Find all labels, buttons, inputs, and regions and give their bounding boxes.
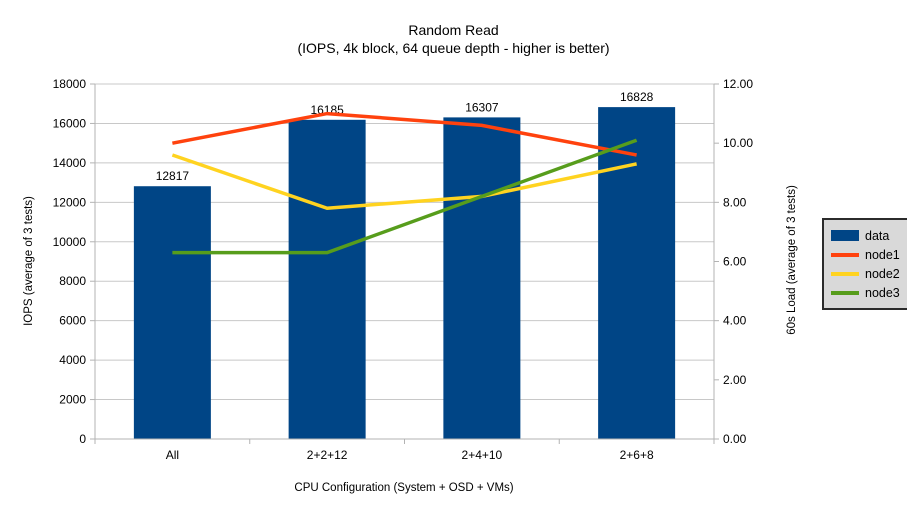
left-axis-tick-label: 12000 [53, 195, 87, 209]
legend-label: node2 [865, 266, 900, 281]
legend-swatch-node3 [831, 290, 859, 295]
right-axis-tick-label: 10.00 [723, 136, 753, 150]
chart-title-line2: (IOPS, 4k block, 64 queue depth - higher… [297, 40, 610, 56]
left-axis-tick-label: 16000 [53, 116, 87, 130]
right-axis-tick-label: 4.00 [723, 314, 747, 328]
left-axis-tick-label: 6000 [59, 314, 86, 328]
legend-entry-node2: node2 [831, 264, 900, 283]
left-axis-tick-label: 0 [79, 432, 86, 446]
right-axis-tick-label: 6.00 [723, 255, 747, 269]
chart-title-line1: Random Read [408, 22, 499, 38]
left-axis-tick-label: 4000 [59, 353, 86, 367]
legend: data node1 node2 node3 [822, 218, 907, 310]
legend-swatch-data [831, 230, 859, 241]
legend-label: node3 [865, 285, 900, 300]
bar-2+6+8 [598, 107, 676, 439]
legend-label: data [865, 228, 890, 243]
bar-2+2+12 [288, 119, 366, 439]
right-axis-tick-label: 12.00 [723, 77, 753, 91]
bar-value-label: 12817 [156, 169, 190, 183]
left-axis-tick-label: 8000 [59, 274, 86, 288]
right-axis-tick-label: 8.00 [723, 195, 747, 209]
left-axis-tick-label: 14000 [53, 156, 87, 170]
legend-entry-data: data [831, 226, 900, 245]
x-axis-title: CPU Configuration (System + OSD + VMs) [294, 482, 514, 494]
bar-All [133, 186, 211, 439]
x-axis-category-label: 2+4+10 [462, 448, 503, 462]
bar-value-label: 16307 [465, 100, 499, 114]
x-axis-category-label: 2+2+12 [307, 448, 348, 462]
right-axis-title: 60s Load (average of 3 tests) [786, 185, 798, 335]
chart-title: Random Read (IOPS, 4k block, 64 queue de… [0, 21, 907, 57]
legend-label: node1 [865, 247, 900, 262]
left-axis-tick-label: 2000 [59, 393, 86, 407]
line-node1 [172, 111, 637, 157]
right-axis-tick-label: 0.00 [723, 432, 747, 446]
legend-swatch-node1 [831, 252, 859, 257]
right-axis-tick-label: 2.00 [723, 373, 747, 387]
legend-entry-node3: node3 [831, 283, 900, 302]
x-axis-category-label: 2+6+8 [620, 448, 654, 462]
legend-swatch-node2 [831, 271, 859, 276]
legend-entry-node1: node1 [831, 245, 900, 264]
line-node2 [171, 153, 637, 211]
line-node3 [172, 138, 638, 255]
left-axis-tick-label: 10000 [53, 235, 87, 249]
bar-2+4+10 [443, 117, 521, 440]
left-axis-tick-label: 18000 [53, 77, 87, 91]
x-axis-category-label: All [166, 448, 179, 462]
left-axis-title: IOPS (average of 3 tests) [23, 196, 35, 326]
bar-value-label: 16828 [620, 90, 654, 104]
